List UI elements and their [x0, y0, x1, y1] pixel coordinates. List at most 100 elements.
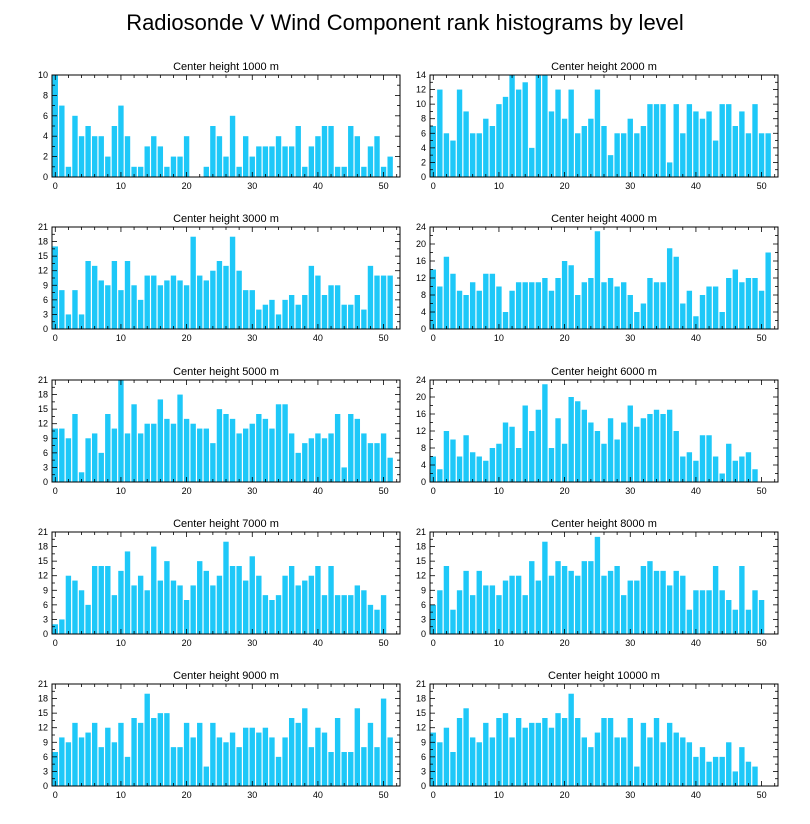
- bar: [726, 742, 732, 786]
- bar: [374, 136, 380, 177]
- bar: [275, 756, 282, 786]
- bar: [515, 282, 522, 329]
- panel-7: Center height 7000 m 0 10 20 30 40 50 0 3 6 9 12 15 1…: [38, 518, 401, 648]
- y-tick-label: 8: [43, 90, 48, 100]
- bar: [308, 438, 315, 482]
- bar: [437, 742, 443, 786]
- bar: [594, 536, 601, 634]
- x-tick-label: 0: [53, 790, 58, 800]
- bar: [361, 166, 367, 177]
- x-tick-label: 10: [494, 638, 504, 648]
- bar: [157, 580, 164, 634]
- y-tick-label: 9: [43, 280, 48, 290]
- bar: [111, 742, 118, 786]
- bar: [85, 261, 91, 329]
- bar: [456, 89, 463, 177]
- bar: [653, 409, 660, 482]
- bar: [463, 435, 469, 482]
- bar: [78, 472, 85, 482]
- y-tick-label: 6: [43, 600, 48, 610]
- bar: [699, 435, 706, 482]
- bar: [91, 265, 98, 329]
- bar: [59, 290, 65, 329]
- bar: [627, 118, 633, 177]
- bar: [59, 619, 65, 634]
- y-tick-label: 16: [416, 256, 426, 266]
- bar: [469, 282, 476, 329]
- x-tick-label: 40: [691, 486, 701, 496]
- panel-title: Center height 1000 m: [173, 61, 279, 73]
- bar: [203, 166, 209, 177]
- x-tick-label: 50: [757, 181, 767, 191]
- bar: [693, 590, 699, 634]
- bar: [627, 718, 633, 786]
- bar: [515, 575, 522, 634]
- y-tick-label: 20: [416, 239, 426, 249]
- bar: [177, 156, 183, 177]
- y-tick-label: 9: [421, 585, 426, 595]
- bar: [387, 457, 393, 482]
- x-tick-label: 0: [431, 181, 436, 191]
- y-tick-label: 3: [421, 766, 426, 776]
- bar: [249, 727, 255, 786]
- bar: [361, 747, 367, 786]
- y-tick-label: 8: [421, 290, 426, 300]
- bar: [758, 600, 765, 634]
- x-tick-label: 30: [247, 790, 257, 800]
- bar: [522, 282, 528, 329]
- bar: [561, 261, 568, 329]
- bar: [437, 89, 443, 177]
- y-tick-label: 21: [38, 527, 48, 537]
- bar: [581, 409, 587, 482]
- bar: [288, 146, 295, 177]
- bar: [262, 418, 269, 482]
- bar: [282, 299, 288, 329]
- y-tick-label: 6: [43, 752, 48, 762]
- bar: [91, 433, 98, 482]
- bar: [111, 595, 118, 634]
- bar: [469, 133, 476, 177]
- bar: [374, 443, 380, 482]
- bar: [568, 570, 574, 634]
- bar: [561, 718, 568, 786]
- bar: [745, 609, 752, 634]
- bar: [341, 304, 347, 329]
- bar: [732, 609, 739, 634]
- y-tick-label: 10: [38, 70, 48, 80]
- bar: [210, 585, 216, 634]
- y-tick-label: 8: [421, 443, 426, 453]
- bar: [758, 290, 765, 329]
- bar: [588, 422, 594, 482]
- bar: [456, 590, 463, 634]
- bar: [164, 561, 170, 634]
- bar: [229, 732, 236, 786]
- bar: [177, 394, 183, 482]
- y-tick-label: 15: [38, 556, 48, 566]
- bar: [443, 727, 450, 786]
- y-tick-label: 14: [416, 70, 426, 80]
- bar: [719, 473, 725, 482]
- bar: [151, 275, 157, 329]
- y-tick-label: 15: [38, 708, 48, 718]
- bar: [275, 404, 282, 482]
- bar: [542, 278, 548, 329]
- bar: [745, 278, 752, 329]
- bar: [575, 718, 581, 786]
- bar: [72, 414, 78, 482]
- bar: [476, 133, 482, 177]
- bar: [621, 422, 627, 482]
- x-tick-label: 30: [625, 790, 635, 800]
- y-tick-label: 0: [421, 629, 426, 639]
- bar: [542, 541, 548, 634]
- bar: [581, 737, 587, 786]
- bar: [437, 469, 443, 482]
- bar: [712, 456, 719, 482]
- y-tick-label: 21: [38, 375, 48, 385]
- bar: [183, 418, 190, 482]
- bar: [387, 737, 393, 786]
- bar: [262, 304, 269, 329]
- bar: [568, 397, 574, 482]
- bar: [262, 146, 269, 177]
- bar: [456, 290, 463, 329]
- x-tick-label: 20: [182, 790, 192, 800]
